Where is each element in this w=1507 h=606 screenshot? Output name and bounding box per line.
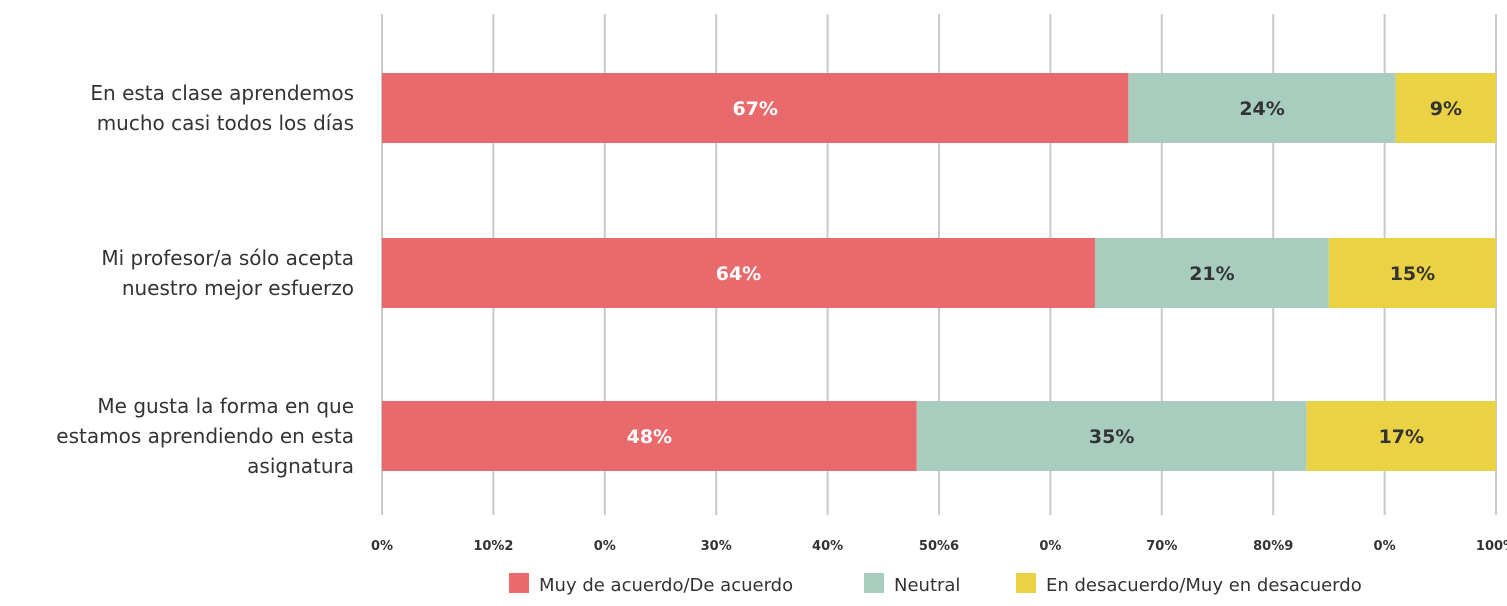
category-label-line: Mi profesor/a sólo acepta — [101, 246, 354, 270]
category-label-3: Me gusta la forma en que estamos aprendie… — [56, 394, 354, 478]
bar-segment-1-2 — [1128, 73, 1396, 143]
x-tick-label-100: 100% — [1476, 539, 1507, 554]
x-tick-label-10: 10%2 — [473, 539, 513, 554]
bar-segment-2-1 — [382, 238, 1095, 308]
category-label-line: estamos aprendiendo en esta — [56, 424, 354, 448]
data-label-3-1: 48% — [627, 426, 672, 448]
category-label-1: En esta clase aprendemos mucho casi todos… — [90, 81, 354, 135]
data-label-1-2: 24% — [1239, 98, 1284, 120]
x-tick-label-60: 0% — [1039, 539, 1061, 554]
bar-segment-3-1 — [382, 401, 917, 471]
bar-segment-1-3 — [1395, 73, 1496, 143]
legend-swatch-1 — [509, 573, 529, 593]
data-label-1-1: 67% — [732, 98, 777, 120]
legend: Muy de acuerdo/De acuerdo Neutral En desac… — [509, 573, 1362, 596]
category-label-line: En esta clase aprendemos — [90, 81, 354, 105]
data-label-1-3: 9% — [1430, 98, 1462, 120]
bars: 67% 24% 9% 64% 21% 15% 48% 35% 17% — [382, 73, 1496, 471]
bar-segment-1-1 — [382, 73, 1129, 143]
bar-segment-2-3 — [1328, 238, 1496, 308]
bar-segment-3-2 — [916, 401, 1307, 471]
x-tick-label-90: 0% — [1374, 539, 1396, 554]
x-axis-tick-labels: 0% 10%2 0% 30% 40% 50%6 0% 70% 80%9 0% 100% — [371, 539, 1507, 554]
x-tick-label-70: 70% — [1146, 539, 1177, 554]
x-tick-label-30: 30% — [701, 539, 732, 554]
bar-segment-2-2 — [1094, 238, 1329, 308]
bar-segment-3-3 — [1306, 401, 1496, 471]
category-label-line: asignatura — [247, 454, 354, 478]
legend-swatch-3 — [1016, 573, 1036, 593]
legend-swatch-2 — [864, 573, 884, 593]
legend-label-2: Neutral — [894, 575, 960, 596]
x-tick-label-0: 0% — [371, 539, 393, 554]
x-tick-label-80: 80%9 — [1253, 539, 1293, 554]
data-label-2-3: 15% — [1390, 263, 1435, 285]
category-label-line: Me gusta la forma en que — [97, 394, 354, 418]
category-label-2: Mi profesor/a sólo acepta nuestro mejor e… — [101, 246, 354, 300]
legend-label-1: Muy de acuerdo/De acuerdo — [539, 575, 793, 596]
data-label-2-2: 21% — [1189, 263, 1234, 285]
category-label-line: nuestro mejor esfuerzo — [122, 276, 354, 300]
category-labels: En esta clase aprendemos mucho casi todos… — [56, 81, 354, 478]
legend-label-3: En desacuerdo/Muy en desacuerdo — [1046, 575, 1362, 596]
category-label-line: mucho casi todos los días — [97, 111, 354, 135]
x-tick-label-50: 50%6 — [919, 539, 959, 554]
data-label-2-1: 64% — [716, 263, 761, 285]
data-label-3-3: 17% — [1379, 426, 1424, 448]
data-label-3-2: 35% — [1089, 426, 1134, 448]
x-tick-label-20: 0% — [594, 539, 616, 554]
x-tick-label-40: 40% — [812, 539, 843, 554]
